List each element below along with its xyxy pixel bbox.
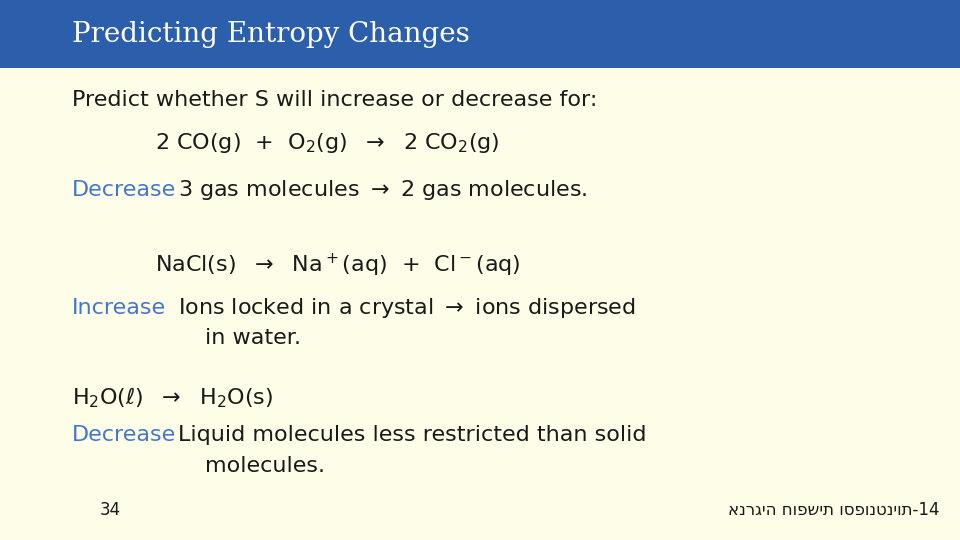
Text: Decrease: Decrease bbox=[72, 180, 177, 200]
Text: Predicting Entropy Changes: Predicting Entropy Changes bbox=[72, 21, 469, 48]
Text: Increase: Increase bbox=[72, 298, 166, 318]
Text: Decrease: Decrease bbox=[72, 425, 177, 445]
Text: NaCl(s)  $\rightarrow$  Na$^+$(aq)  +  Cl$^-$(aq): NaCl(s) $\rightarrow$ Na$^+$(aq) + Cl$^-… bbox=[155, 251, 520, 279]
Text: Ions locked in a crystal $\rightarrow$ ions dispersed: Ions locked in a crystal $\rightarrow$ i… bbox=[178, 296, 636, 320]
Text: molecules.: molecules. bbox=[205, 456, 325, 476]
Text: H$_2$O($\ell$)  $\rightarrow$  H$_2$O(s): H$_2$O($\ell$) $\rightarrow$ H$_2$O(s) bbox=[72, 386, 273, 410]
Text: אנרגיה חופשית וספונטניות-14: אנרגיה חופשית וספונטניות-14 bbox=[729, 501, 940, 519]
Text: 34: 34 bbox=[100, 501, 121, 519]
Text: 2 CO(g)  +  O$_2$(g)  $\rightarrow$  2 CO$_2$(g): 2 CO(g) + O$_2$(g) $\rightarrow$ 2 CO$_2… bbox=[155, 131, 499, 155]
Text: Predict whether S will increase or decrease for:: Predict whether S will increase or decre… bbox=[72, 90, 597, 110]
Text: Liquid molecules less restricted than solid: Liquid molecules less restricted than so… bbox=[178, 425, 646, 445]
Bar bbox=[0, 0, 960, 68]
Text: in water.: in water. bbox=[205, 328, 301, 348]
Text: 3 gas molecules $\rightarrow$ 2 gas molecules.: 3 gas molecules $\rightarrow$ 2 gas mole… bbox=[178, 178, 588, 202]
